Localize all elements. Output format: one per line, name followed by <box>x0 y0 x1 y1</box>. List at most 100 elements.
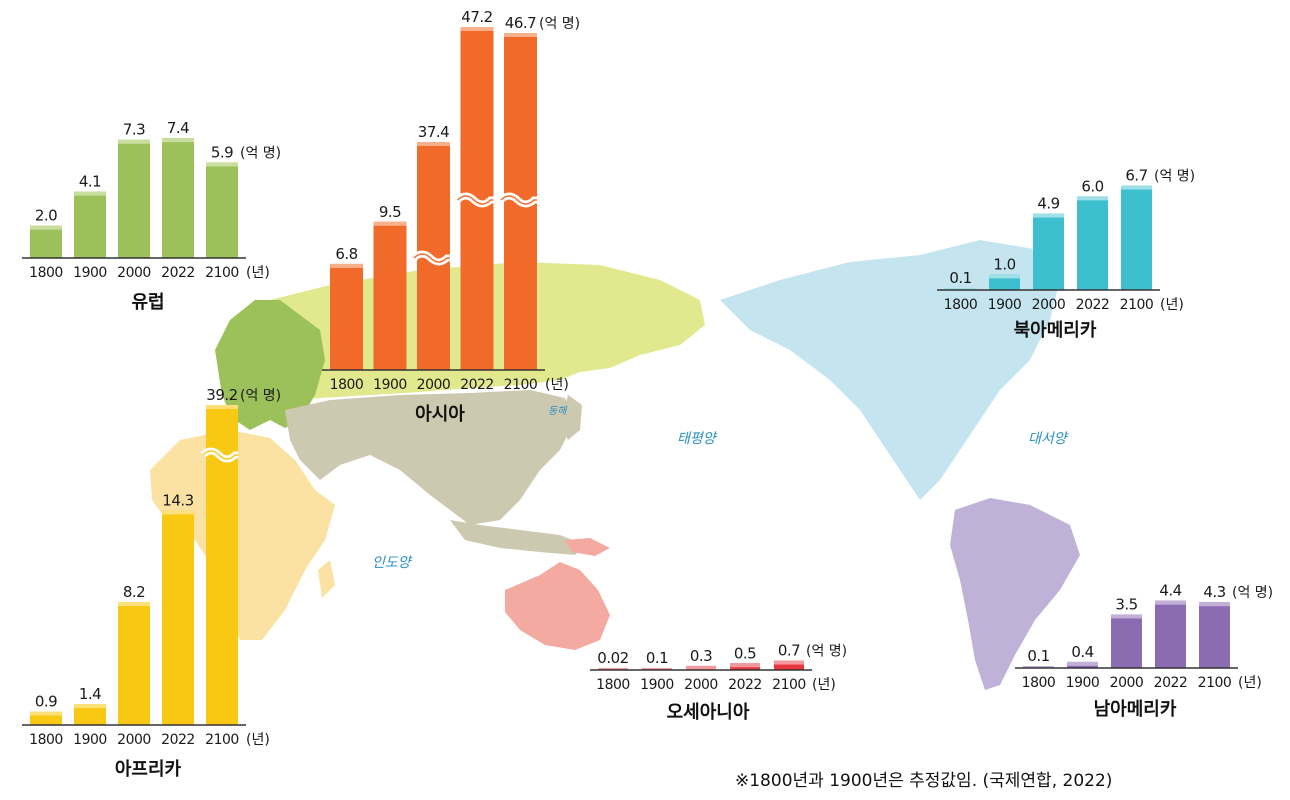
tick-label-1900: 1900 <box>640 677 674 693</box>
bar-cap-asia-2022 <box>460 27 494 31</box>
map-region-japan <box>560 395 582 440</box>
bar-cap-asia-1800 <box>330 263 363 268</box>
region-title-south-america: 남아메리카 <box>1094 699 1177 720</box>
data-label-asia-2022: 47.2 <box>461 8 492 26</box>
map-region-australia <box>505 562 610 650</box>
data-label-asia-2100: 46.7 <box>505 14 536 32</box>
tick-label-1800: 1800 <box>29 732 63 748</box>
unit-label-europe: (억 명) <box>240 145 281 161</box>
data-label-africa-1900: 1.4 <box>79 685 101 703</box>
tick-label-2100: 2100 <box>1198 675 1232 691</box>
region-title-asia: 아시아 <box>415 404 465 425</box>
bar-cap-africa-1900 <box>74 704 106 708</box>
tick-label-2022: 2022 <box>728 677 762 693</box>
data-label-oceania-2022: 0.5 <box>734 644 756 662</box>
bar-cap-south-america-2000 <box>1111 614 1142 619</box>
bar-europe-1900 <box>74 191 106 258</box>
data-label-europe-2100: 5.9 <box>211 143 233 161</box>
data-label-north-america-1900: 1.0 <box>993 255 1015 273</box>
tick-label-2000: 2000 <box>417 377 451 393</box>
tick-label-1900: 1900 <box>73 732 107 748</box>
axis-break-line <box>500 195 537 205</box>
tick-label-1800: 1800 <box>1022 675 1056 691</box>
unit-label-south-america: (억 명) <box>1232 585 1273 601</box>
data-label-europe-2000: 7.3 <box>123 121 145 139</box>
ocean-label-indian: 인도양 <box>372 555 411 571</box>
bar-cap-oceania-2100 <box>774 660 804 665</box>
bar-asia-1900 <box>373 221 407 370</box>
bar-africa-1900 <box>74 704 106 725</box>
bar-europe-2022 <box>162 138 194 258</box>
chart-africa: 0.9 1800 1.4 1900 8.2 2000 14.3 2022 39.2 2100 (억 … <box>22 386 281 780</box>
data-label-oceania-1800: 0.02 <box>597 649 628 667</box>
tick-label-1800: 1800 <box>29 265 63 281</box>
chart-north-america: 0.1 1800 1.0 1900 4.9 2000 6.0 2022 6.7 2100 (억 명)… <box>937 166 1195 341</box>
tick-label-1900: 1900 <box>1066 675 1100 691</box>
bar-cap-europe-1900 <box>74 191 106 196</box>
tick-label-2100: 2100 <box>1120 297 1154 313</box>
data-label-north-america-2022: 6.0 <box>1081 177 1103 195</box>
map-region-asia-south <box>285 390 575 525</box>
tick-label-2000: 2000 <box>117 265 151 281</box>
bar-cap-africa-1800 <box>30 711 62 716</box>
bar-cap-asia-2000 <box>417 142 450 146</box>
data-label-africa-1800: 0.9 <box>35 693 57 711</box>
tick-label-1800: 1800 <box>596 677 630 693</box>
bar-south-america-2000 <box>1111 614 1142 668</box>
bar-cap-africa-2022 <box>162 510 194 515</box>
tick-label-1800: 1800 <box>330 377 364 393</box>
data-label-south-america-1900: 0.4 <box>1071 643 1093 661</box>
x-unit-label-europe: (년) <box>246 265 270 281</box>
tick-label-1900: 1900 <box>373 377 407 393</box>
data-label-africa-2100: 39.2 <box>206 386 237 404</box>
map-region-asia-islands <box>450 520 585 555</box>
data-label-oceania-2000: 0.3 <box>690 647 712 665</box>
unit-label-oceania: (억 명) <box>806 644 847 660</box>
bar-cap-africa-2100 <box>206 405 238 409</box>
data-label-europe-1900: 4.1 <box>79 173 101 191</box>
sea-label-east-sea: 동해 <box>548 406 567 417</box>
bar-cap-asia-2100 <box>504 33 537 37</box>
x-unit-label-north-america: (년) <box>1160 297 1184 313</box>
data-label-europe-2022: 7.4 <box>167 119 189 137</box>
data-label-north-america-2100: 6.7 <box>1125 166 1147 184</box>
x-unit-label-africa: (년) <box>246 732 270 748</box>
map-region-south-america <box>950 498 1080 690</box>
bar-cap-south-america-2100 <box>1199 602 1230 607</box>
data-label-south-america-2000: 3.5 <box>1115 595 1137 613</box>
map-region-africa <box>150 430 335 640</box>
chart-asia: 6.8 1800 9.5 1900 37.4 2000 47.2 2022 46.7 2100 (억… <box>322 8 580 425</box>
bar-cap-oceania-1900 <box>642 668 672 670</box>
tick-label-2022: 2022 <box>1154 675 1188 691</box>
data-label-asia-1800: 6.8 <box>335 245 357 263</box>
tick-label-2000: 2000 <box>684 677 718 693</box>
axis-break-line <box>456 195 494 205</box>
data-label-south-america-2022: 4.4 <box>1159 582 1181 600</box>
region-title-africa: 아프리카 <box>115 759 182 780</box>
x-unit-label-oceania: (년) <box>812 677 836 693</box>
bar-africa-2022 <box>162 510 194 725</box>
data-label-south-america-2100: 4.3 <box>1203 583 1225 601</box>
ocean-label-atlantic: 대서양 <box>1028 431 1067 447</box>
map-region-madagascar <box>318 560 335 598</box>
unit-label-asia: (억 명) <box>539 16 580 32</box>
bar-cap-north-america-1800 <box>945 288 976 290</box>
bar-cap-europe-2022 <box>162 138 194 143</box>
tick-label-2100: 2100 <box>504 377 538 393</box>
bar-europe-1800 <box>30 225 62 258</box>
data-label-oceania-1900: 0.1 <box>646 649 668 667</box>
tick-label-2022: 2022 <box>161 732 195 748</box>
bar-cap-north-america-2022 <box>1077 196 1108 201</box>
region-title-north-america: 북아메리카 <box>1014 320 1097 341</box>
tick-label-2022: 2022 <box>460 377 494 393</box>
bar-south-america-2100 <box>1199 602 1230 668</box>
data-label-north-america-1800: 0.1 <box>949 269 971 287</box>
x-unit-label-asia: (년) <box>545 377 569 393</box>
tick-label-2100: 2100 <box>772 677 806 693</box>
bar-north-america-2022 <box>1077 196 1108 290</box>
tick-label-2000: 2000 <box>1032 297 1066 313</box>
chart-oceania: 0.02 1800 0.1 1900 0.3 2000 0.5 2022 0.7 2100 (억 명… <box>590 642 847 723</box>
tick-label-2000: 2000 <box>1110 675 1144 691</box>
data-label-oceania-2100: 0.7 <box>778 642 800 660</box>
bar-cap-south-america-1900 <box>1067 661 1098 666</box>
